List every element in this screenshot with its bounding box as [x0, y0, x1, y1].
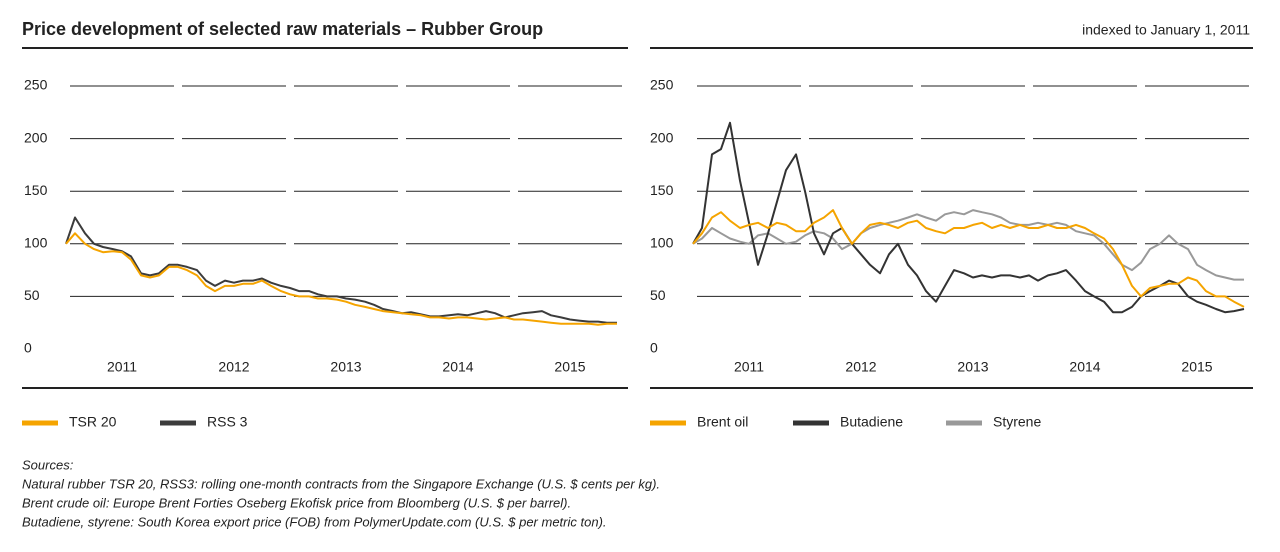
y-tick-label: 100	[24, 235, 48, 251]
x-tick-label: 2014	[442, 359, 473, 375]
y-tick-label: 150	[650, 182, 674, 198]
series-line	[65, 232, 617, 326]
y-tick-label: 50	[650, 287, 666, 303]
y-tick-label: 0	[650, 340, 658, 356]
x-tick-label: 2012	[845, 359, 876, 375]
x-tick-label: 2014	[1069, 359, 1100, 375]
y-tick-label: 250	[24, 77, 48, 93]
y-tick-label: 100	[650, 235, 674, 251]
source-line: Sources:	[22, 457, 74, 472]
series-line	[692, 209, 1245, 308]
x-tick-label: 2012	[218, 359, 249, 375]
source-line: Natural rubber TSR 20, RSS3: rolling one…	[22, 476, 660, 491]
x-tick-label: 2013	[957, 359, 988, 375]
legend-label: RSS 3	[207, 414, 248, 430]
title: Price development of selected raw materi…	[22, 19, 543, 39]
series-line	[692, 209, 1244, 281]
y-tick-label: 250	[650, 77, 674, 93]
series-line	[65, 216, 617, 324]
legend-label: Styrene	[993, 414, 1041, 430]
series-line	[692, 121, 1245, 314]
x-tick-label: 2015	[1181, 359, 1212, 375]
x-tick-label: 2011	[107, 359, 137, 375]
legend-label: TSR 20	[69, 414, 117, 430]
y-tick-label: 50	[24, 287, 40, 303]
x-tick-label: 2011	[734, 359, 764, 375]
x-tick-label: 2013	[330, 359, 361, 375]
x-tick-label: 2015	[554, 359, 585, 375]
source-line: Butadiene, styrene: South Korea export p…	[22, 514, 607, 529]
source-line: Brent crude oil: Europe Brent Forties Os…	[22, 495, 571, 510]
note: indexed to January 1, 2011	[1082, 22, 1250, 38]
y-tick-label: 150	[24, 182, 48, 198]
legend-label: Butadiene	[840, 414, 903, 430]
y-tick-label: 200	[24, 129, 48, 145]
legend-label: Brent oil	[697, 414, 748, 430]
y-tick-label: 200	[650, 129, 674, 145]
y-tick-label: 0	[24, 340, 32, 356]
